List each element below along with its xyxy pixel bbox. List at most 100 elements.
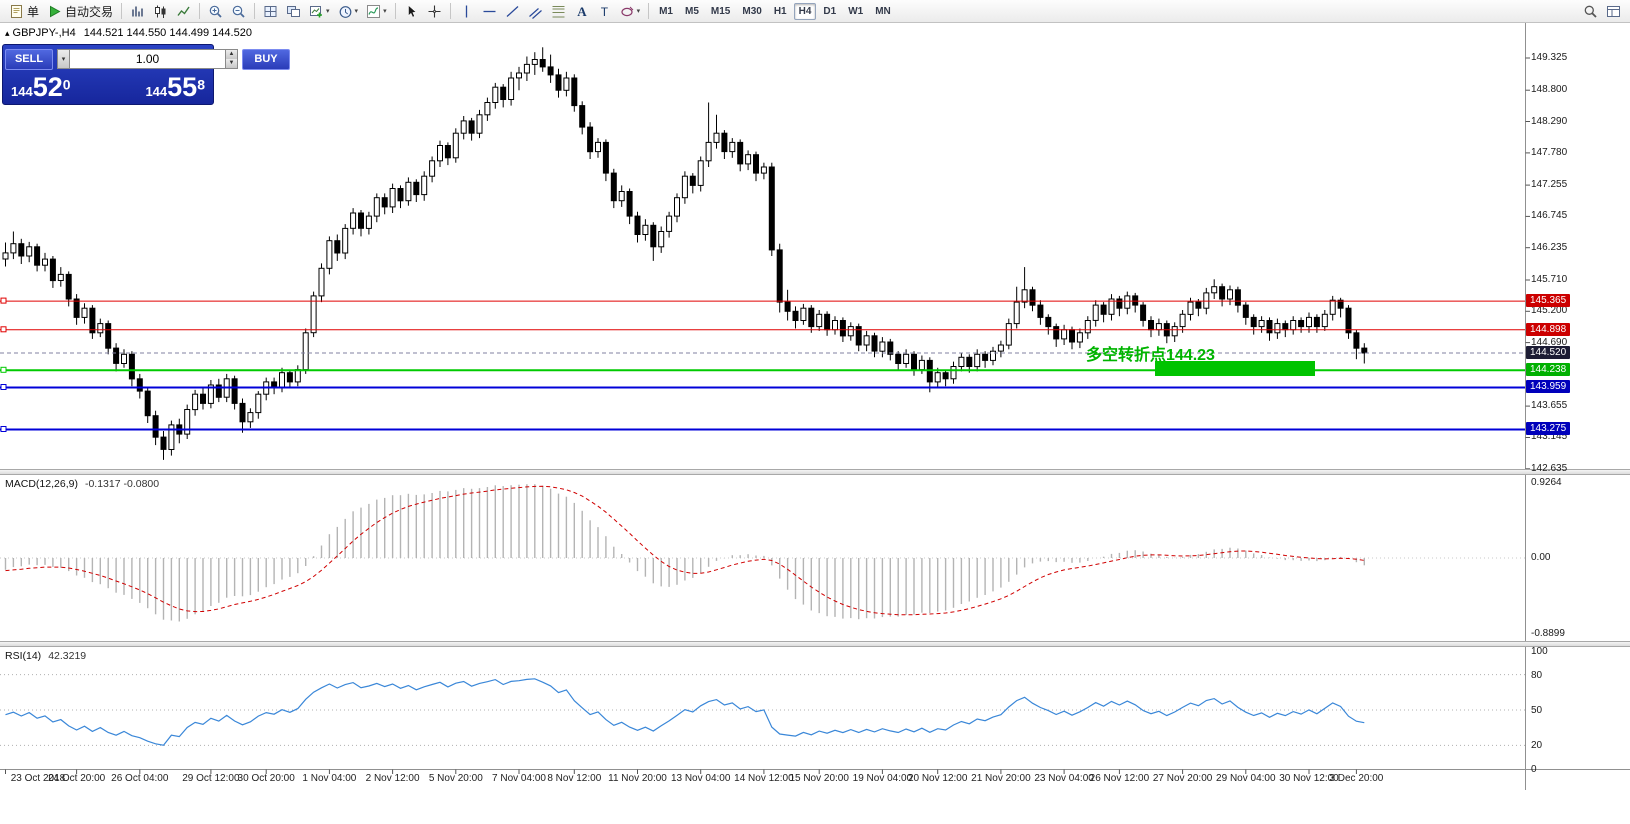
- time-tick-label: 19 Nov 04:00: [852, 773, 913, 784]
- time-tick-label: 5 Nov 20:00: [428, 773, 483, 784]
- horizontal-lines[interactable]: [0, 297, 1525, 432]
- trend-icon: [506, 5, 519, 17]
- tile-windows-button[interactable]: [260, 1, 281, 21]
- arrange-windows-button[interactable]: [283, 1, 304, 21]
- shapes-icon: [620, 6, 633, 16]
- shapes-tool-button[interactable]: ▾: [617, 1, 644, 21]
- indicators-button[interactable]: ▾: [363, 1, 390, 21]
- hline-icon: [483, 10, 496, 12]
- price-tick-label: 147.255: [1531, 179, 1568, 190]
- price-line-label: 144.520: [1526, 346, 1571, 359]
- rsi-axis-label: 20: [1531, 740, 1543, 751]
- buy-button[interactable]: BUY: [242, 48, 290, 70]
- price-line-label: 145.365: [1526, 294, 1571, 307]
- chart-frame: [0, 23, 1630, 790]
- buy-price[interactable]: 144558: [145, 72, 205, 102]
- dropdown-arrow-icon: ▾: [326, 8, 330, 15]
- bars-icon: [132, 6, 143, 16]
- timeframe-w1-button[interactable]: W1: [848, 5, 864, 17]
- sell-price-big-digits: 52: [32, 72, 63, 102]
- price-tick-label: 145.200: [1531, 305, 1568, 316]
- annotation-highlight-rect[interactable]: [1155, 361, 1315, 376]
- timeframe-h4-button[interactable]: H4: [793, 2, 817, 20]
- toolbar-separator: [199, 3, 201, 19]
- macd-indicator-label: MACD(12,26,9) -0.1317 -0.0800: [5, 478, 159, 490]
- zoomin-icon: [209, 5, 222, 18]
- main-toolbar: 单 自动交易 ▾ ▾ ▾ A T ▾ M1 M5 M15 M30 H1 H4 D1 W1 MN: [0, 0, 1630, 23]
- zoom-in-button[interactable]: [205, 1, 226, 21]
- one-click-trading-panel: SELL ▾ ▲▼ BUY 144520 144558: [2, 44, 290, 105]
- sell-price[interactable]: 144520: [11, 72, 71, 102]
- vline-icon: [465, 5, 467, 17]
- time-tick-label: 27 Nov 20:00: [1152, 773, 1213, 784]
- new-chart-button[interactable]: ▾: [306, 1, 333, 21]
- candlestick-chart-button[interactable]: [150, 1, 171, 21]
- price-tick-label: 143.145: [1531, 431, 1568, 442]
- timeframe-m1-button[interactable]: M1: [659, 5, 673, 17]
- buy-price-big-digits: 55: [167, 72, 198, 102]
- time-tick-label: 20 Nov 12:00: [907, 773, 968, 784]
- volume-dropdown-button[interactable]: ▾: [57, 49, 70, 69]
- time-tick-label: 29 Nov 04:00: [1216, 773, 1276, 784]
- channel-tool-button[interactable]: [525, 1, 546, 21]
- autotrading-button-label: 自动交易: [65, 4, 114, 19]
- channel-icon: [528, 7, 542, 19]
- fibonacci-tool-button[interactable]: [548, 1, 569, 21]
- annotation-text[interactable]: 多空转折点144.23: [1086, 347, 1215, 364]
- search-button[interactable]: [1580, 1, 1601, 21]
- timeframe-m15-button[interactable]: M15: [710, 5, 731, 17]
- data-window-button[interactable]: [1603, 1, 1624, 21]
- price-tick-label: 149.325: [1531, 52, 1568, 63]
- bar-chart-button[interactable]: [127, 1, 148, 21]
- linechart-icon: [177, 6, 190, 16]
- one-click-toggle-icon[interactable]: ▴: [5, 28, 10, 38]
- vertical-line-tool-button[interactable]: [456, 1, 477, 21]
- pane-splitter-macd-rsi[interactable]: [0, 641, 1630, 647]
- crosshair-tool-button[interactable]: [424, 1, 445, 21]
- line-chart-button[interactable]: [173, 1, 194, 21]
- price-tick-label: 143.655: [1531, 400, 1568, 411]
- toolbar-separator: [254, 3, 256, 19]
- sell-price-pip-digit: 0: [62, 76, 71, 93]
- zoom-out-button[interactable]: [228, 1, 249, 21]
- timeframe-m5-button[interactable]: M5: [685, 5, 699, 17]
- price-tick-label: 148.290: [1531, 116, 1568, 127]
- label-tool-button[interactable]: T: [594, 1, 615, 21]
- time-tick-label: 1 Nov 04:00: [302, 773, 357, 784]
- timeframe-mn-button[interactable]: MN: [875, 5, 891, 17]
- trendline-tool-button[interactable]: [502, 1, 523, 21]
- time-tick-label: 30 Nov 12:00: [1279, 773, 1339, 784]
- macd-pane: [0, 484, 1525, 622]
- chart-title: ▴ GBPJPY-,H4 144.521 144.550 144.499 144.5…: [5, 27, 252, 39]
- timeframe-d1-button[interactable]: D1: [823, 5, 837, 17]
- new-order-button[interactable]: 单: [6, 1, 42, 21]
- rsi-indicator-label: RSI(14) 42.3219: [5, 650, 86, 662]
- horizontal-line-tool-button[interactable]: [479, 1, 500, 21]
- volume-decrease-button[interactable]: ▼: [226, 59, 237, 68]
- text-tool-button[interactable]: A: [571, 1, 592, 21]
- volume-input[interactable]: [70, 49, 225, 69]
- toolbar-separator: [648, 3, 650, 19]
- time-tick-label: 24 Oct 20:00: [47, 773, 106, 784]
- rsi-axis-label: 100: [1531, 646, 1548, 657]
- autotrading-button[interactable]: 自动交易: [44, 1, 116, 21]
- profiles-button[interactable]: ▾: [335, 1, 362, 21]
- pane-splitter-main-macd[interactable]: [0, 469, 1630, 475]
- time-tick-label: 8 Nov 12:00: [547, 773, 602, 784]
- sell-button[interactable]: SELL: [5, 48, 53, 70]
- timeframe-m30-button[interactable]: M30: [742, 5, 762, 17]
- dropdown-arrow-icon: ▾: [636, 8, 641, 15]
- chart-ohlc-values: 144.521 144.550 144.499 144.520: [83, 27, 252, 39]
- candle-icon: [155, 5, 166, 18]
- volume-increase-button[interactable]: ▲: [226, 50, 237, 59]
- svg-text:T: T: [600, 5, 608, 19]
- indicators-icon: [367, 4, 381, 18]
- toolbar-separator: [449, 3, 451, 19]
- timeframe-h1-button[interactable]: H1: [773, 5, 787, 17]
- cursor-tool-button[interactable]: [401, 1, 422, 21]
- price-tick-label: 148.800: [1531, 84, 1568, 95]
